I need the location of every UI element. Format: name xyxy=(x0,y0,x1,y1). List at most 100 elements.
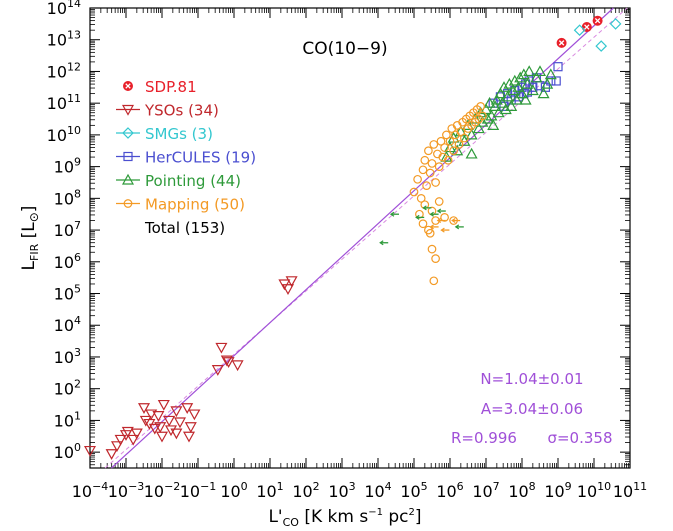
point-upper-limits-mapping xyxy=(429,224,439,230)
legend-marker-hercules-19 xyxy=(123,151,133,162)
point-mapping-50 xyxy=(454,140,464,149)
point-mapping-50 xyxy=(460,133,469,143)
x-tick-label: 108 xyxy=(508,480,535,501)
x-tick-label: 106 xyxy=(436,480,463,501)
point-pointing-44 xyxy=(497,81,511,92)
y-tick-label: 103 xyxy=(54,346,81,367)
point-pointing-44 xyxy=(517,68,530,80)
point-mapping-50 xyxy=(409,187,419,197)
legend-marker-sdp-81 xyxy=(123,81,133,91)
y-tick-label: 1011 xyxy=(47,92,81,113)
y-tick-label: 102 xyxy=(54,378,81,399)
x-axis-label-units-sup2: 2 xyxy=(409,507,415,518)
legend-marker-smgs-3 xyxy=(122,127,134,139)
point-upper-limits xyxy=(415,214,425,220)
point-mapping-50 xyxy=(416,193,426,203)
point-pointing-44 xyxy=(505,100,518,111)
point-mapping-50 xyxy=(434,162,444,171)
point-ysos-34 xyxy=(114,434,127,446)
x-tick-label: 10−4 xyxy=(72,480,109,501)
point-smgs-3 xyxy=(595,40,608,52)
y-tick-label: 1010 xyxy=(47,124,81,145)
point-upper-limits-mapping xyxy=(436,218,446,224)
x-tick-label: 102 xyxy=(292,480,319,501)
point-mapping-50 xyxy=(434,197,444,206)
x-axis-label-sub: CO xyxy=(283,516,300,529)
point-sdp-81 xyxy=(592,15,603,26)
fit-line-dashed xyxy=(104,7,628,469)
point-mapping-50 xyxy=(456,127,466,137)
y-tick-label: 1013 xyxy=(47,29,81,50)
point-ysos-34 xyxy=(148,423,161,435)
x-axis-label-units-tail: pc xyxy=(383,507,409,527)
point-ysos-34 xyxy=(215,342,228,354)
point-ysos-34 xyxy=(220,355,233,367)
point-pointing-44 xyxy=(487,119,500,130)
point-smgs-3 xyxy=(573,24,586,37)
legend-marker-pointing-44 xyxy=(121,173,135,185)
legend-label-hercules-19: HerCULES (19) xyxy=(145,149,256,167)
point-pointing-44 xyxy=(490,93,503,105)
y-tick-label: 104 xyxy=(54,314,81,335)
y-axis-label-sun: ⊙ xyxy=(27,212,41,222)
point-ysos-34 xyxy=(170,428,183,440)
point-pointing-44 xyxy=(501,90,514,102)
point-pointing-44 xyxy=(515,87,529,99)
y-axis-label-units: [L xyxy=(19,222,39,239)
point-pointing-44 xyxy=(472,122,485,134)
plot-frame xyxy=(89,7,631,469)
y-axis-label: LFIR [L⊙] xyxy=(19,206,41,271)
stat-sigma: σ=0.358 xyxy=(547,429,612,447)
point-ysos-34 xyxy=(121,426,134,438)
legend-label-ysos-34: YSOs (34) xyxy=(144,102,219,120)
y-axis-label-sub: FIR xyxy=(28,243,41,261)
point-ysos-34 xyxy=(211,365,224,376)
point-mapping-50 xyxy=(418,219,428,229)
point-pointing-44 xyxy=(451,144,464,156)
point-pointing-44 xyxy=(541,77,554,89)
x-tick-label: 103 xyxy=(328,480,355,501)
x-tick-label: 109 xyxy=(544,480,571,501)
point-ysos-34 xyxy=(83,445,97,457)
point-mapping-50 xyxy=(427,159,437,168)
y-axis-label-end: ] xyxy=(19,206,39,213)
point-sdp-81 xyxy=(581,22,592,33)
point-mapping-50 xyxy=(442,130,451,140)
x-tick-label: 10−2 xyxy=(144,480,181,501)
legend-label-smgs-3: SMGs (3) xyxy=(145,125,213,143)
point-ysos-34 xyxy=(152,411,165,422)
point-mapping-50 xyxy=(424,146,433,156)
point-ysos-34 xyxy=(173,417,187,429)
point-mapping-50 xyxy=(478,111,487,121)
x-tick-label: 10−1 xyxy=(180,480,217,501)
x-tick-label: 107 xyxy=(472,480,499,501)
x-axis-label-main: L' xyxy=(268,507,282,527)
point-pointing-44 xyxy=(494,87,507,99)
legend-marker-mapping-50 xyxy=(123,199,133,208)
legend-label-pointing-44: Pointing (44) xyxy=(145,172,241,190)
point-upper-limits xyxy=(436,208,446,214)
point-mapping-50 xyxy=(449,146,458,156)
legend-marker-ysos-34 xyxy=(121,104,135,116)
x-tick-label: 101 xyxy=(256,480,283,501)
point-ysos-34 xyxy=(184,422,197,433)
x-tick-label: 1011 xyxy=(613,480,647,501)
point-ysos-34 xyxy=(163,415,176,427)
point-mapping-50 xyxy=(425,168,435,178)
stat-r: R=0.996 xyxy=(451,429,517,447)
point-pointing-44 xyxy=(512,81,525,92)
point-mapping-50 xyxy=(443,155,453,165)
point-pointing-44 xyxy=(526,84,539,96)
y-tick-label: 106 xyxy=(54,251,81,272)
y-tick-label: 109 xyxy=(54,156,81,177)
stats-box: N=1.04±0.01 A=3.04±0.06 R=0.996 σ=0.358 xyxy=(451,370,613,447)
point-ysos-34 xyxy=(155,431,169,443)
point-mapping-50 xyxy=(420,155,430,165)
point-upper-limits xyxy=(379,240,389,246)
point-mapping-50 xyxy=(431,254,440,263)
point-pointing-44 xyxy=(521,77,534,89)
point-pointing-44 xyxy=(465,128,478,140)
y-tick-label: 105 xyxy=(54,283,81,304)
x-tick-label: 100 xyxy=(220,480,247,501)
point-ysos-34 xyxy=(222,357,235,368)
